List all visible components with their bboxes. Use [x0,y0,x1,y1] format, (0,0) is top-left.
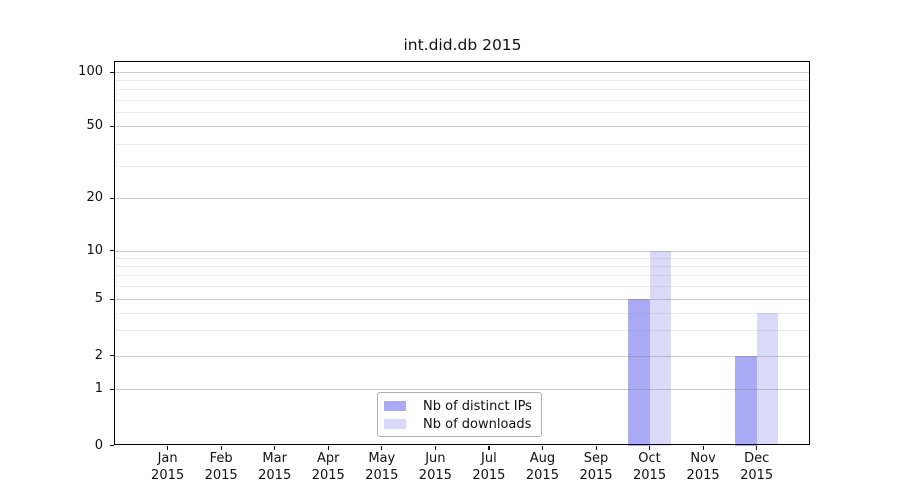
legend-label-downloads: Nb of downloads [423,416,532,432]
y-tick-label: 10 [86,242,103,258]
x-tick-label: Nov 2015 [673,451,733,484]
bar-downloads-oct [649,250,671,446]
x-tick-month: Jan [157,451,178,466]
y-tick [109,388,114,390]
x-tick-month: Mar [262,451,287,466]
x-tick-month: Oct [638,451,661,466]
x-tick [595,445,597,450]
x-tick-year: 2015 [365,467,399,483]
y-tick [109,298,114,300]
gridline-minor [115,143,809,145]
x-tick-year: 2015 [258,467,292,483]
x-tick-month: Nov [690,451,716,466]
y-tick [109,71,114,73]
gridline-major [115,198,809,199]
x-tick-year: 2015 [418,467,452,483]
y-tick [109,197,114,199]
x-tick-month: Aug [529,451,556,466]
y-tick-label: 20 [86,190,103,205]
gridline-minor [115,312,809,314]
x-tick-label: Jun 2015 [405,451,465,484]
x-tick [274,445,276,450]
x-tick [702,445,704,450]
legend-label-distinct-ips: Nb of distinct IPs [423,398,532,414]
x-tick [488,445,490,450]
y-tick [109,125,114,127]
bar-distinct-ips-oct [628,299,650,446]
y-tick-label: 50 [86,118,103,133]
x-tick-month: Apr [317,451,340,466]
x-tick-label: Mar 2015 [245,451,305,484]
x-tick-year: 2015 [579,467,613,483]
x-tick-label: Sep 2015 [566,451,626,484]
y-tick [109,445,114,447]
gridline-minor [115,80,809,82]
chart-title: int.did.db 2015 [403,36,522,54]
x-tick-month: Feb [209,451,233,466]
x-tick-label: Apr 2015 [298,451,358,484]
bar-downloads-dec [756,312,778,446]
gridline-major [115,355,809,357]
legend-item-downloads: Nb of downloads [384,415,541,433]
legend-swatch-distinct-ips [384,401,406,411]
y-tick-label: 100 [78,64,103,79]
x-tick [756,445,758,450]
plot-area [114,61,810,445]
gridline-minor [115,111,809,113]
x-tick [220,445,222,450]
x-tick-month: Jun [425,451,446,466]
y-tick [109,355,114,357]
gridline-minor [115,257,809,259]
x-tick-year: 2015 [151,467,185,483]
gridline-minor [115,266,809,268]
gridline-minor [115,99,809,101]
x-tick-year: 2015 [525,467,559,483]
x-tick-label: Aug 2015 [512,451,572,484]
x-tick-year: 2015 [311,467,345,483]
x-tick-month: Dec [744,451,770,466]
x-tick [541,445,544,450]
y-tick-label: 0 [94,437,103,453]
legend-swatch-downloads [384,419,406,429]
x-tick [381,445,383,450]
gridline-major [115,126,809,127]
bar-distinct-ips-dec [735,355,757,446]
gridline-major [115,250,809,252]
x-tick-label: May 2015 [352,451,412,484]
y-tick-label: 1 [94,381,103,396]
gridline-minor [115,330,809,332]
x-tick-month: May [368,451,396,466]
x-tick [167,445,169,450]
x-tick-label: Dec 2015 [727,451,787,484]
x-tick-month: Sep [583,451,609,466]
gridline-minor [115,275,809,277]
x-tick-year: 2015 [633,467,667,483]
y-tick-label: 5 [94,291,103,306]
x-tick-label: Oct 2015 [620,451,680,484]
x-tick-year: 2015 [740,467,774,483]
x-tick-year: 2015 [472,467,506,483]
x-tick-label: Jul 2015 [459,451,519,484]
x-tick-year: 2015 [204,467,238,483]
gridline-major [115,72,809,73]
gridline-minor [115,166,809,168]
x-tick-month: Jul [481,451,497,466]
x-tick [327,445,329,450]
y-tick-label: 2 [94,347,103,363]
legend-item-distinct-ips: Nb of distinct IPs [384,397,541,415]
y-tick [109,250,114,252]
legend: Nb of distinct IPs Nb of downloads [377,392,542,437]
x-tick-label: Jan 2015 [138,451,198,484]
x-tick [649,445,651,450]
gridline-major [115,389,809,390]
x-tick-year: 2015 [686,467,720,483]
gridline-major [115,299,809,300]
gridline-minor [115,89,809,91]
gridline-minor [115,286,809,288]
x-tick-label: Feb 2015 [191,451,251,484]
x-tick [434,445,437,450]
